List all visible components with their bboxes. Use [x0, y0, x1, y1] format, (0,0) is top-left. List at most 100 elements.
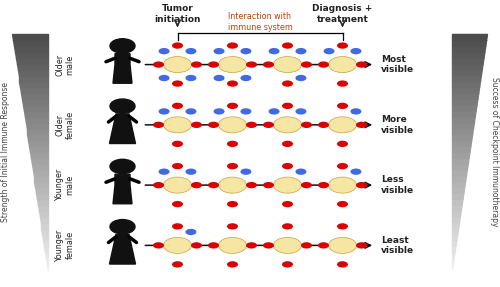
Polygon shape — [30, 152, 48, 158]
Circle shape — [318, 242, 329, 249]
Circle shape — [263, 122, 274, 128]
Circle shape — [186, 108, 196, 115]
Polygon shape — [452, 52, 485, 58]
Text: Success of Checkpoint Immunotherapy: Success of Checkpoint Immunotherapy — [490, 77, 498, 227]
Polygon shape — [452, 93, 479, 99]
Circle shape — [172, 80, 183, 87]
Polygon shape — [110, 114, 136, 144]
Text: Least
visible: Least visible — [381, 236, 414, 255]
Circle shape — [296, 168, 306, 175]
Circle shape — [268, 108, 280, 115]
Circle shape — [227, 141, 238, 147]
Circle shape — [191, 122, 202, 128]
Circle shape — [164, 57, 192, 73]
Circle shape — [246, 61, 257, 68]
Text: Diagnosis +
treatment: Diagnosis + treatment — [312, 4, 372, 24]
Polygon shape — [21, 93, 48, 99]
Polygon shape — [28, 134, 48, 140]
Polygon shape — [452, 228, 458, 234]
Circle shape — [172, 103, 183, 109]
Circle shape — [172, 201, 183, 207]
Circle shape — [274, 117, 301, 133]
Polygon shape — [452, 187, 465, 193]
Circle shape — [246, 122, 257, 128]
Circle shape — [214, 108, 224, 115]
Text: Interaction with
immune system: Interaction with immune system — [228, 12, 292, 32]
Polygon shape — [23, 105, 48, 111]
Polygon shape — [37, 199, 48, 205]
Circle shape — [172, 163, 183, 169]
Circle shape — [208, 242, 219, 249]
Circle shape — [153, 61, 164, 68]
Polygon shape — [452, 152, 470, 158]
Circle shape — [158, 168, 170, 175]
Circle shape — [324, 48, 334, 54]
Polygon shape — [18, 70, 48, 76]
Circle shape — [246, 242, 257, 249]
Polygon shape — [46, 264, 48, 270]
Polygon shape — [42, 228, 48, 234]
Polygon shape — [113, 54, 132, 83]
Circle shape — [301, 61, 312, 68]
Circle shape — [274, 177, 301, 193]
Polygon shape — [40, 217, 48, 223]
Polygon shape — [113, 174, 132, 204]
Circle shape — [240, 108, 252, 115]
Polygon shape — [14, 46, 48, 52]
Circle shape — [282, 141, 293, 147]
Circle shape — [282, 80, 293, 87]
Circle shape — [282, 223, 293, 230]
Circle shape — [172, 223, 183, 230]
Polygon shape — [29, 146, 48, 152]
Circle shape — [227, 261, 238, 267]
Circle shape — [218, 177, 246, 193]
Circle shape — [282, 201, 293, 207]
Polygon shape — [452, 82, 480, 87]
Circle shape — [172, 141, 183, 147]
Polygon shape — [452, 182, 466, 187]
Circle shape — [164, 177, 192, 193]
Polygon shape — [452, 129, 473, 134]
Polygon shape — [452, 199, 463, 205]
Circle shape — [301, 182, 312, 188]
Polygon shape — [452, 134, 472, 140]
Circle shape — [263, 61, 274, 68]
Polygon shape — [22, 99, 48, 105]
Polygon shape — [28, 140, 48, 146]
Text: Older
male: Older male — [56, 53, 74, 76]
Circle shape — [158, 75, 170, 81]
Circle shape — [301, 122, 312, 128]
Text: Younger
male: Younger male — [56, 169, 74, 201]
Polygon shape — [452, 99, 478, 105]
Polygon shape — [17, 64, 48, 70]
Polygon shape — [452, 234, 458, 241]
Polygon shape — [39, 211, 48, 217]
Circle shape — [227, 223, 238, 230]
Polygon shape — [452, 205, 462, 211]
Polygon shape — [452, 246, 456, 252]
Polygon shape — [452, 140, 472, 146]
Circle shape — [328, 57, 356, 73]
Circle shape — [153, 182, 164, 188]
Circle shape — [240, 48, 252, 54]
Circle shape — [218, 117, 246, 133]
Polygon shape — [35, 187, 48, 193]
Circle shape — [227, 103, 238, 109]
Circle shape — [296, 108, 306, 115]
Circle shape — [350, 108, 362, 115]
Polygon shape — [26, 129, 48, 134]
Polygon shape — [16, 58, 48, 64]
Polygon shape — [36, 193, 48, 199]
Polygon shape — [18, 76, 48, 82]
Polygon shape — [452, 64, 483, 70]
Polygon shape — [452, 252, 455, 258]
Circle shape — [337, 80, 348, 87]
Polygon shape — [452, 217, 460, 223]
Circle shape — [208, 61, 219, 68]
Polygon shape — [452, 170, 468, 176]
Circle shape — [350, 168, 362, 175]
Circle shape — [153, 242, 164, 249]
Polygon shape — [452, 176, 466, 182]
Polygon shape — [452, 164, 468, 170]
Text: Tumor
initiation: Tumor initiation — [154, 4, 201, 24]
